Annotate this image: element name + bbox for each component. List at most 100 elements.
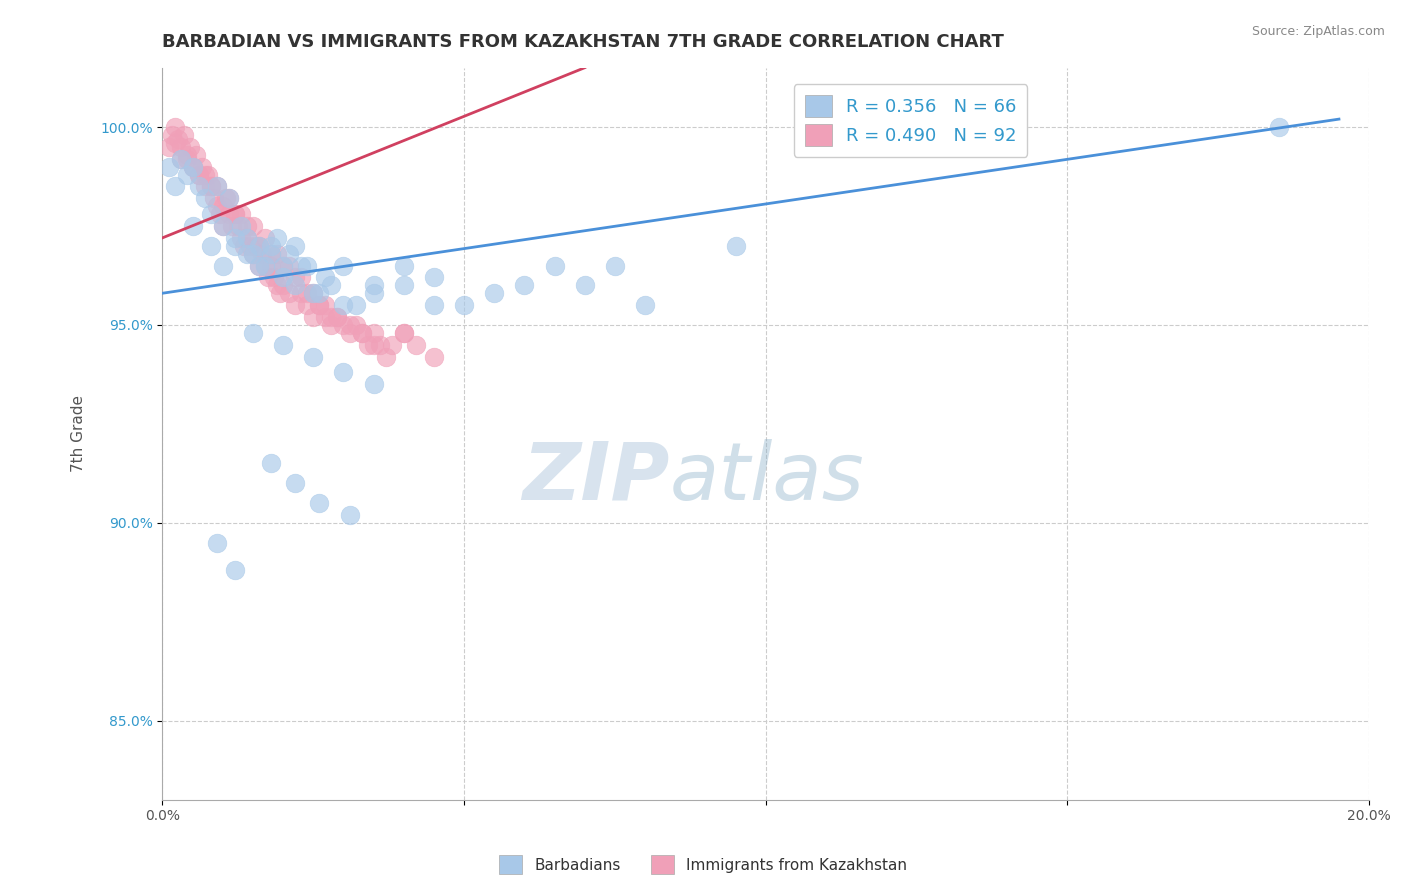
Point bbox=[187, 168, 209, 182]
Point bbox=[269, 286, 291, 301]
Point bbox=[194, 191, 217, 205]
Point bbox=[284, 270, 307, 285]
Point bbox=[205, 179, 228, 194]
Point bbox=[260, 246, 283, 260]
Point bbox=[314, 298, 336, 312]
Point bbox=[202, 191, 225, 205]
Point bbox=[603, 259, 626, 273]
Point bbox=[211, 199, 233, 213]
Point bbox=[263, 270, 285, 285]
Point bbox=[169, 152, 191, 166]
Point bbox=[247, 259, 270, 273]
Point bbox=[302, 310, 325, 324]
Point bbox=[392, 278, 415, 293]
Point bbox=[200, 239, 222, 253]
Point bbox=[215, 191, 238, 205]
Point bbox=[211, 259, 233, 273]
Point bbox=[332, 298, 354, 312]
Point bbox=[302, 350, 325, 364]
Point bbox=[181, 160, 204, 174]
Point bbox=[260, 457, 283, 471]
Point bbox=[297, 298, 319, 312]
Point bbox=[284, 278, 307, 293]
Point bbox=[363, 377, 385, 392]
Point bbox=[181, 160, 204, 174]
Point bbox=[423, 298, 446, 312]
Point bbox=[247, 239, 270, 253]
Point bbox=[218, 191, 240, 205]
Point bbox=[236, 219, 259, 233]
Point bbox=[163, 136, 186, 150]
Point bbox=[229, 207, 252, 221]
Point bbox=[224, 563, 246, 577]
Point bbox=[308, 496, 330, 510]
Point bbox=[184, 147, 207, 161]
Point bbox=[314, 270, 336, 285]
Point bbox=[271, 259, 294, 273]
Point bbox=[169, 140, 191, 154]
Point bbox=[200, 179, 222, 194]
Point bbox=[266, 246, 288, 260]
Point bbox=[308, 298, 330, 312]
Point bbox=[163, 120, 186, 134]
Point bbox=[284, 239, 307, 253]
Point bbox=[350, 326, 373, 340]
Point bbox=[339, 508, 361, 522]
Point bbox=[266, 231, 288, 245]
Point bbox=[245, 239, 267, 253]
Legend: R = 0.356   N = 66, R = 0.490   N = 92: R = 0.356 N = 66, R = 0.490 N = 92 bbox=[794, 84, 1028, 157]
Point bbox=[229, 231, 252, 245]
Point bbox=[543, 259, 565, 273]
Point bbox=[278, 259, 301, 273]
Text: Source: ZipAtlas.com: Source: ZipAtlas.com bbox=[1251, 25, 1385, 38]
Point bbox=[453, 298, 475, 312]
Point bbox=[176, 152, 198, 166]
Point bbox=[187, 179, 209, 194]
Point bbox=[339, 318, 361, 332]
Point bbox=[200, 179, 222, 194]
Point bbox=[173, 128, 195, 142]
Point bbox=[197, 168, 219, 182]
Point bbox=[205, 535, 228, 549]
Point bbox=[190, 160, 212, 174]
Point bbox=[260, 239, 283, 253]
Point bbox=[513, 278, 536, 293]
Point bbox=[166, 132, 188, 146]
Point bbox=[236, 231, 259, 245]
Point bbox=[224, 239, 246, 253]
Point bbox=[250, 246, 273, 260]
Point bbox=[181, 219, 204, 233]
Point bbox=[163, 179, 186, 194]
Legend: Barbadians, Immigrants from Kazakhstan: Barbadians, Immigrants from Kazakhstan bbox=[492, 849, 914, 880]
Point bbox=[194, 168, 217, 182]
Point bbox=[226, 219, 249, 233]
Point bbox=[344, 318, 367, 332]
Point bbox=[254, 259, 277, 273]
Point bbox=[260, 246, 283, 260]
Point bbox=[356, 337, 378, 351]
Point bbox=[321, 310, 343, 324]
Point bbox=[363, 286, 385, 301]
Point bbox=[332, 365, 354, 379]
Point bbox=[321, 318, 343, 332]
Point bbox=[368, 337, 391, 351]
Point bbox=[1267, 120, 1289, 134]
Point bbox=[314, 310, 336, 324]
Point bbox=[574, 278, 596, 293]
Point bbox=[423, 350, 446, 364]
Point bbox=[224, 207, 246, 221]
Point bbox=[308, 286, 330, 301]
Point bbox=[205, 199, 228, 213]
Text: BARBADIAN VS IMMIGRANTS FROM KAZAKHSTAN 7TH GRADE CORRELATION CHART: BARBADIAN VS IMMIGRANTS FROM KAZAKHSTAN … bbox=[163, 33, 1004, 51]
Point bbox=[176, 168, 198, 182]
Point bbox=[326, 310, 349, 324]
Point bbox=[218, 207, 240, 221]
Point bbox=[160, 128, 183, 142]
Point bbox=[332, 318, 354, 332]
Point bbox=[169, 152, 191, 166]
Point bbox=[208, 207, 231, 221]
Point bbox=[271, 270, 294, 285]
Point bbox=[181, 160, 204, 174]
Text: atlas: atlas bbox=[669, 439, 865, 516]
Point bbox=[232, 239, 254, 253]
